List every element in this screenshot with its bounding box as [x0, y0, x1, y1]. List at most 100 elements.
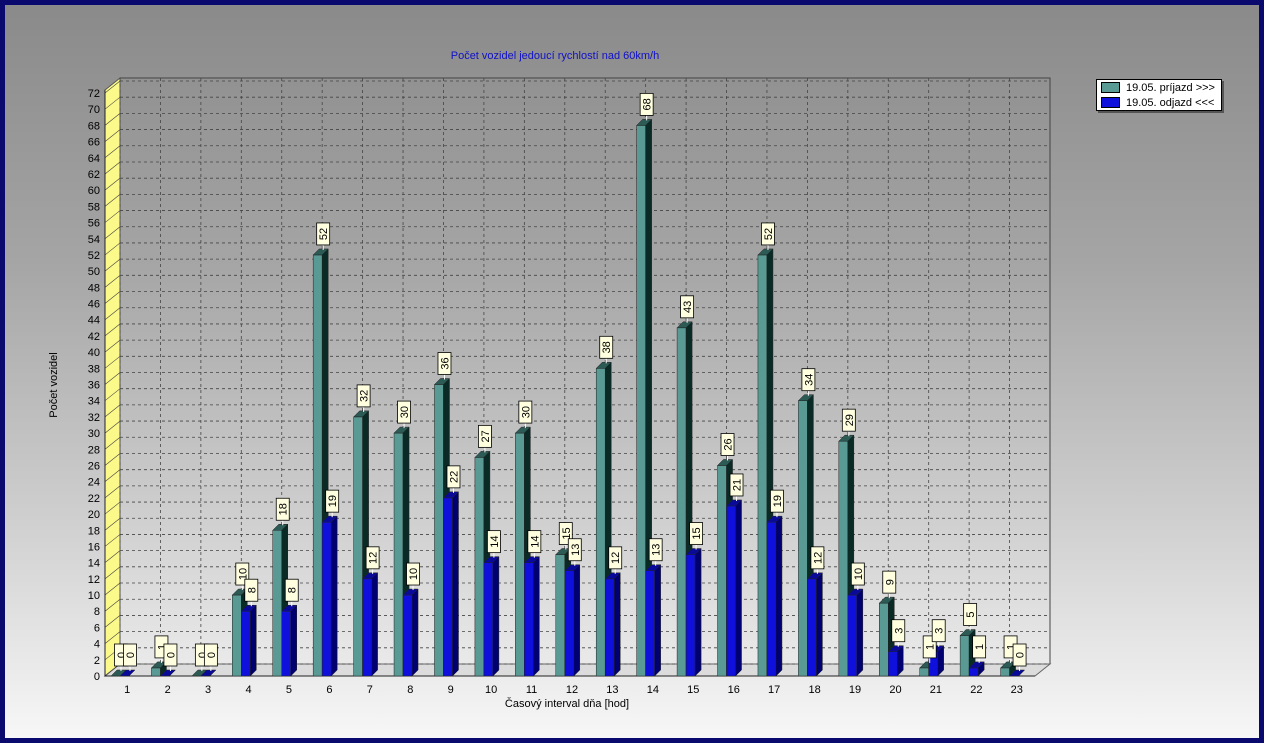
data-label-departure: 1	[974, 644, 986, 650]
bar-departure-side	[977, 661, 985, 677]
y-tick-label: 58	[88, 201, 100, 213]
y-tick-label: 10	[88, 590, 100, 602]
bar-departure-front	[564, 570, 575, 677]
bar-arrival-front	[595, 368, 606, 677]
bar-departure	[159, 669, 177, 677]
x-tick-label: 20	[889, 684, 901, 696]
y-grid-wall-line	[104, 518, 121, 531]
data-label-arrival: 30	[520, 406, 532, 418]
y-tick-label: 16	[88, 541, 100, 553]
data-label-arrival-box	[963, 603, 978, 626]
bar-arrival-front	[838, 440, 849, 677]
data-label-arrival: 36	[439, 357, 451, 369]
data-label-arrival-box	[841, 408, 856, 432]
y-grid-wall-line	[104, 275, 121, 288]
bar-departure-side	[128, 669, 136, 677]
y-tick-label: 54	[88, 234, 100, 246]
bar-departure-side	[290, 604, 297, 677]
bar-arrival-front	[393, 432, 404, 677]
y-grid-wall-line	[104, 177, 121, 191]
data-label-arrival: 15	[561, 527, 573, 539]
bar-departure-front	[241, 610, 251, 677]
y-tick-label: 72	[88, 88, 100, 100]
y-grid-wall-line	[104, 129, 121, 142]
bar-departure-front	[524, 562, 534, 677]
bar-departure	[523, 556, 540, 677]
data-label-arrival: 34	[803, 374, 815, 386]
bar-departure-front	[847, 594, 858, 677]
chart-title: Počet vozidel jedoucí rychlostí nad 60km…	[451, 50, 660, 62]
y-grid-wall-line	[104, 145, 121, 159]
bar-departure	[240, 604, 257, 677]
data-label-departure: 22	[448, 471, 460, 483]
bar-arrival-front	[515, 432, 525, 677]
bar-departure	[362, 572, 379, 677]
bar-departure	[806, 572, 823, 677]
y-tick-label: 34	[88, 396, 100, 408]
bar-departure	[281, 604, 298, 677]
bar-departure-side	[492, 556, 500, 677]
y-tick-label: 4	[94, 639, 100, 651]
bar-arrival-front	[879, 602, 889, 677]
y-grid-wall-line	[104, 469, 121, 482]
bar-departure-side	[330, 515, 338, 677]
y-grid-wall-line	[104, 372, 121, 385]
data-label-departure-box	[972, 635, 987, 659]
data-label-departure: 13	[570, 544, 582, 556]
y-grid-wall-line	[104, 566, 121, 580]
y-tick-label: 42	[88, 331, 100, 343]
bar-departure	[725, 499, 743, 677]
bar-departure-side	[411, 588, 419, 677]
data-label-departure-box	[1012, 643, 1027, 667]
data-label-departure-box	[931, 619, 946, 643]
bar-arrival-front	[717, 465, 727, 677]
bar-departure	[119, 669, 136, 677]
bar-departure	[766, 515, 783, 677]
bar-departure	[887, 645, 904, 677]
data-label-arrival-box	[720, 433, 735, 456]
y-tick-label: 56	[88, 218, 100, 230]
bar-departure-front	[968, 667, 979, 677]
data-label-departure-box	[406, 562, 420, 586]
data-label-departure: 12	[368, 552, 380, 564]
data-label-departure: 15	[691, 527, 703, 539]
data-label-departure-box	[446, 465, 461, 489]
bar-departure-side	[452, 491, 459, 677]
data-label-departure-box	[689, 522, 703, 545]
bar-departure	[968, 661, 985, 677]
y-grid-wall-line	[104, 307, 121, 320]
data-label-departure: 0	[125, 652, 137, 658]
y-tick-label: 0	[94, 671, 100, 683]
data-label-departure-box	[648, 538, 663, 562]
y-tick-label: 26	[88, 460, 100, 472]
bar-arrival-front	[434, 384, 444, 677]
data-label-departure-box	[608, 546, 623, 570]
bar-departure-front	[726, 505, 736, 677]
bar-departure	[564, 564, 581, 677]
y-grid-wall-line	[104, 598, 121, 612]
x-tick-label: 4	[245, 684, 251, 696]
bar-departure-side	[856, 588, 864, 677]
data-label-arrival: 43	[682, 301, 694, 313]
data-label-arrival: 29	[844, 414, 856, 426]
data-label-arrival-box	[639, 92, 654, 116]
chart-back-wall	[119, 77, 1051, 665]
bar-departure-side	[533, 556, 540, 677]
bar-departure	[483, 556, 500, 677]
data-label-arrival: 26	[723, 438, 735, 450]
data-label-arrival-box	[316, 222, 331, 246]
bar-departure	[685, 547, 702, 677]
bar-departure-front	[807, 578, 817, 677]
y-grid-wall-line	[104, 291, 121, 304]
x-tick-label: 11	[526, 684, 537, 696]
y-tick-label: 68	[88, 120, 100, 132]
bar-departure	[847, 588, 864, 677]
y-grid-wall-line	[104, 631, 121, 644]
data-label-departure: 3	[893, 628, 905, 634]
y-grid-wall-line	[104, 339, 121, 353]
data-label-arrival: 30	[399, 406, 411, 418]
y-tick-label: 30	[88, 428, 100, 440]
y-tick-label: 62	[88, 169, 100, 181]
y-tick-label: 50	[88, 266, 100, 278]
legend-label-departure: 19.05. odjazd <<<	[1126, 96, 1215, 109]
